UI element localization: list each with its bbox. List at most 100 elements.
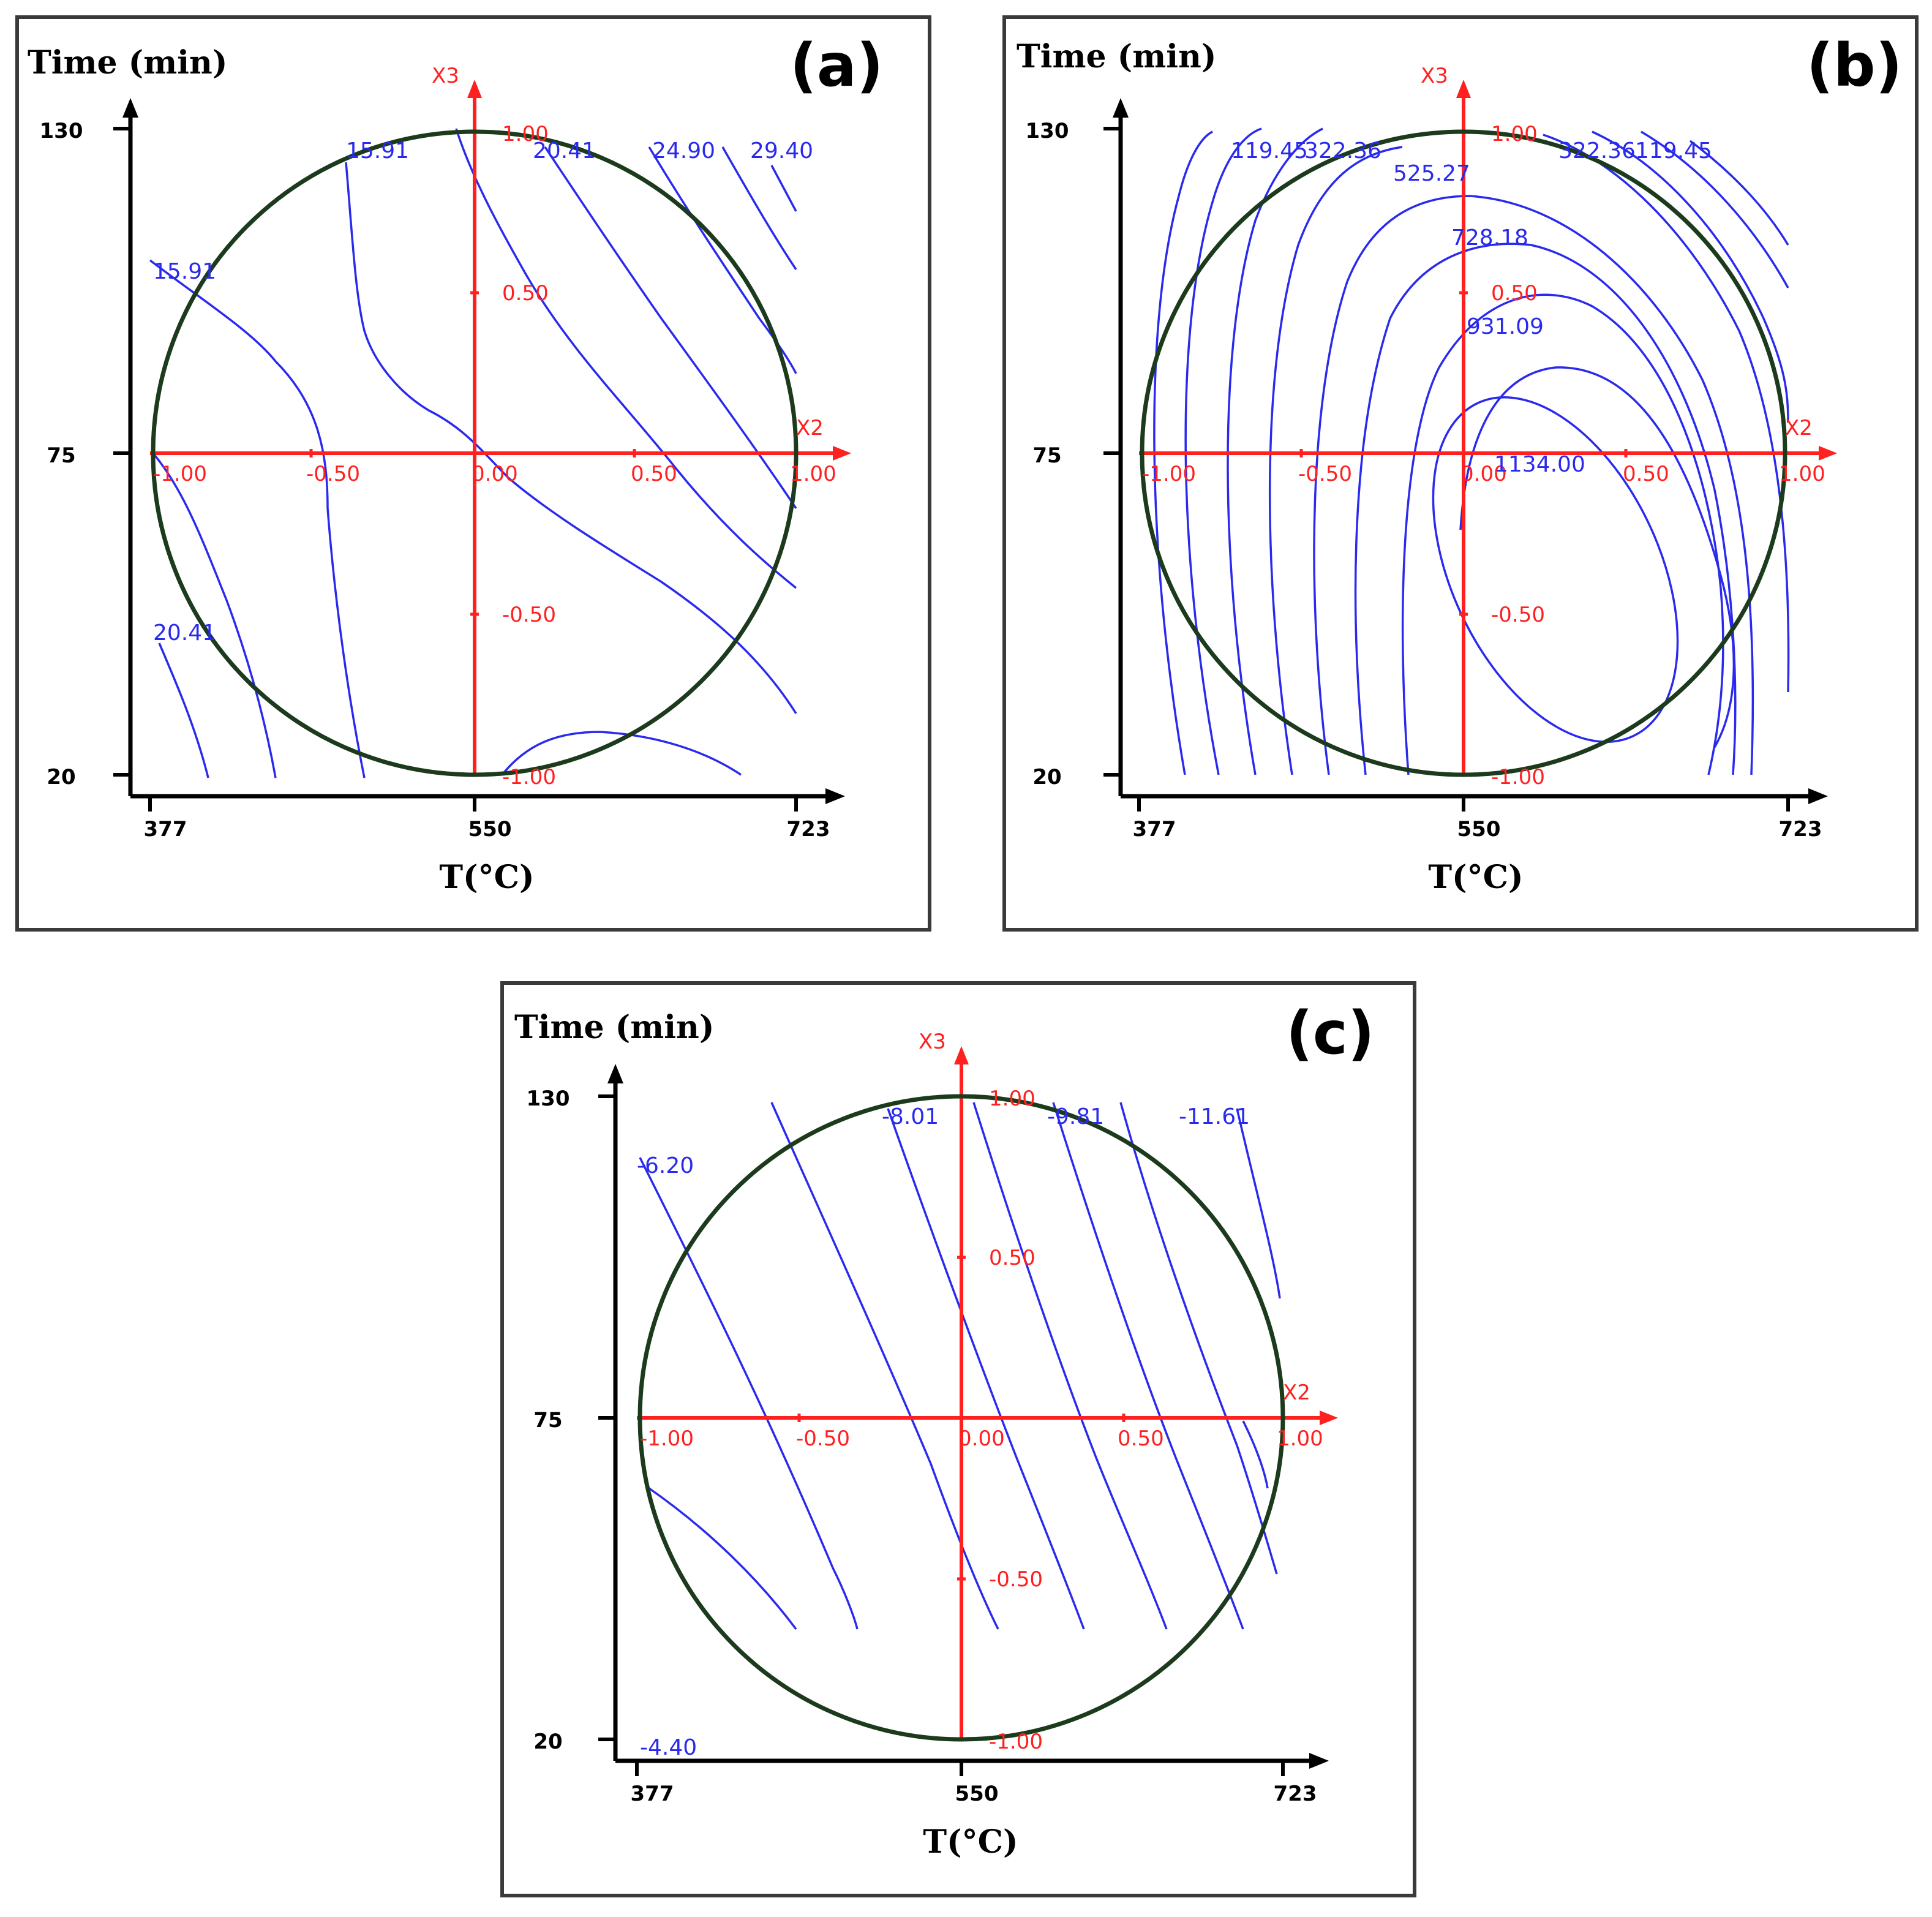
contour-b-4	[1313, 195, 1754, 775]
panel-c-axes	[598, 1064, 1329, 1776]
xtick-label-a: 377	[144, 817, 187, 842]
xtick-label-b: 550	[1457, 817, 1501, 842]
contour-b-6	[1227, 127, 1323, 775]
x-axis-a-arrow	[825, 788, 845, 804]
coded-label-b-yt: 1.00	[1491, 122, 1538, 146]
coded-label-a-xt: 1.00	[790, 462, 836, 486]
coded-label-c-xt: 0.00	[958, 1426, 1005, 1451]
contour-label-b: 322.36	[1304, 138, 1381, 164]
contour-c-7	[1236, 1108, 1281, 1299]
x-axis-c-arrow	[1309, 1753, 1329, 1769]
coded-b-x2-arrow	[1819, 446, 1837, 461]
coded-a-x2-arrow	[833, 446, 851, 461]
contour-label-c: -6.20	[637, 1153, 694, 1178]
panel-a-contours	[149, 128, 797, 778]
panel-c-frame	[500, 981, 1416, 1897]
ytick-label-a: 20	[47, 765, 75, 789]
coded-label-a-xt: 0.50	[631, 462, 677, 486]
contour-c-9	[648, 1487, 797, 1630]
contour-b-3	[1354, 243, 1737, 775]
coded-label-b-yt: -0.50	[1491, 603, 1545, 627]
xtick-label-b: 723	[1779, 817, 1822, 842]
coded-a-x3-arrow	[467, 80, 482, 98]
contour-label-a: 29.40	[750, 138, 813, 164]
contour-label-b: 322.36	[1558, 138, 1636, 164]
panel-label-c: (c)	[1286, 999, 1375, 1068]
contour-c-1	[639, 1157, 859, 1630]
contour-label-c: -4.40	[640, 1735, 697, 1760]
coded-label-c-yt: -1.00	[989, 1730, 1043, 1754]
ytick-label-a: 130	[40, 119, 83, 143]
coded-label-c-x3: X3	[919, 1030, 946, 1054]
contour-label-b: 728.18	[1451, 225, 1528, 250]
coded-label-a-yt: -0.50	[502, 603, 556, 627]
panel-b: Time (min) T(°C) (b) 130 75 20 377 550 7…	[1002, 15, 1919, 932]
design-circle-c	[637, 1094, 1285, 1742]
contour-label-a: 24.90	[652, 138, 715, 164]
panel-c: Time (min) T(°C) (c) 130 75 20 377 550 7…	[500, 981, 1416, 1897]
coded-label-b-xt: 1.00	[1779, 462, 1825, 486]
ytick-label-c: 75	[533, 1408, 562, 1433]
coded-label-c-xt: 0.50	[1118, 1426, 1164, 1451]
xtick-label-b: 377	[1133, 817, 1176, 842]
contour-b-10	[1592, 130, 1789, 423]
contour-label-b: 525.27	[1393, 161, 1470, 186]
contour-label-c: -11.61	[1179, 1104, 1250, 1129]
contour-a-3	[152, 452, 277, 778]
panel-c-contours	[639, 1102, 1281, 1630]
panel-b-frame	[1002, 15, 1919, 932]
design-circle-a	[151, 129, 799, 777]
coded-label-a-xt: 0.00	[472, 462, 518, 486]
coded-label-a-yt: 1.00	[502, 122, 549, 146]
panel-c-coded-axes	[637, 1046, 1338, 1739]
coded-label-b-x3: X3	[1421, 64, 1448, 88]
y-axis-c-arrow	[607, 1064, 623, 1083]
contour-b-9	[1543, 134, 1790, 693]
contour-b-8	[1153, 130, 1213, 775]
panel-b-axes	[1103, 98, 1828, 812]
coded-label-c-x2: X2	[1283, 1380, 1310, 1405]
xlabel-a: T(°C)	[439, 859, 534, 896]
contour-label-a: 20.41	[533, 138, 596, 164]
ytick-label-c: 20	[533, 1730, 562, 1754]
design-circle-b	[1140, 129, 1787, 777]
ytick-label-a: 75	[47, 443, 75, 468]
contour-a-10	[501, 731, 742, 776]
coded-label-a-xt: -1.00	[153, 462, 207, 486]
ytick-label-c: 130	[527, 1087, 570, 1111]
contour-a-9	[158, 642, 209, 778]
contour-c-3	[887, 1108, 1085, 1630]
coded-label-b-x2: X2	[1785, 416, 1813, 440]
coded-b-x3-arrow	[1456, 80, 1471, 98]
ytick-label-b: 130	[1026, 119, 1069, 143]
coded-label-b-xt: -1.00	[1142, 462, 1196, 486]
contour-label-b: 1134.00	[1494, 452, 1585, 477]
ylabel-b: Time (min)	[1017, 38, 1216, 75]
contour-label-b: 119.45	[1231, 138, 1308, 164]
xlabel-c: T(°C)	[923, 1823, 1018, 1861]
contour-c-5	[1052, 1102, 1244, 1630]
coded-c-x3-arrow	[954, 1046, 969, 1064]
contour-b-7	[1184, 127, 1262, 775]
xtick-label-c: 377	[631, 1782, 674, 1806]
contour-label-c: -8.01	[882, 1104, 939, 1129]
contour-b-5	[1268, 146, 1403, 775]
contour-c-8	[1242, 1420, 1269, 1489]
coded-label-b-yt: 0.50	[1491, 281, 1538, 306]
coded-c-x2-arrow	[1320, 1410, 1338, 1425]
panel-label-b: (b)	[1806, 31, 1902, 100]
xtick-label-c: 723	[1274, 1782, 1317, 1806]
contour-a-7	[721, 146, 797, 270]
ytick-label-b: 75	[1032, 443, 1061, 468]
coded-label-a-xt: -0.50	[306, 462, 360, 486]
y-axis-a-arrow	[122, 98, 138, 118]
contour-label-b: 119.45	[1635, 138, 1712, 164]
coded-label-b-xt: 0.00	[1460, 462, 1507, 486]
ylabel-c: Time (min)	[514, 1009, 714, 1046]
coded-label-b-yt: -1.00	[1491, 765, 1545, 789]
ylabel-a: Time (min)	[28, 44, 227, 81]
contour-a-6	[648, 146, 797, 374]
coded-label-a-yt: 0.50	[502, 281, 549, 306]
coded-label-c-xt: -1.00	[640, 1426, 694, 1451]
